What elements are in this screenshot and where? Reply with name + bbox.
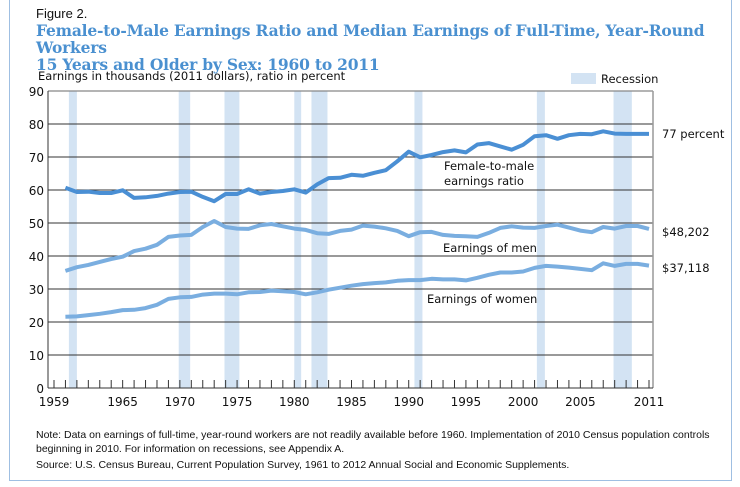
men-earnings-line: [64, 219, 650, 273]
notes: Note: Data on earnings of full-time, yea…: [36, 428, 726, 472]
recession-band: [414, 91, 423, 388]
recession-bands: [68, 91, 632, 388]
recession-band: [224, 91, 240, 388]
y-tick-label: 40: [29, 250, 44, 264]
figure-title-line2: 15 Years and Older by Sex: 1960 to 2011: [36, 55, 380, 74]
y-tick-label: 60: [29, 184, 44, 198]
legend-recession-swatch: [571, 73, 596, 84]
x-tick-label: 1970: [165, 395, 196, 409]
y-tick-label: 70: [29, 151, 44, 165]
x-tick-label: 1975: [222, 395, 253, 409]
x-tick-label: 1965: [107, 395, 138, 409]
ratio-label-line1: Female-to-male: [444, 159, 534, 173]
note-text: Note: Data on earnings of full-time, yea…: [36, 429, 710, 455]
recession-band: [613, 91, 632, 388]
gridlines: [48, 90, 653, 356]
figure-title-line1: Female-to-Male Earnings Ratio and Median…: [36, 21, 705, 57]
y-axis-title: Earnings in thousands (2011 dollars), ra…: [38, 69, 346, 83]
women-earnings-line: [65, 261, 650, 319]
figure-title: Female-to-Male Earnings Ratio and Median…: [36, 22, 740, 73]
recession-band: [68, 91, 77, 388]
y-tick-label: 20: [29, 316, 44, 330]
recession-band: [178, 91, 191, 388]
ratio-end-label: 77 percent: [662, 127, 725, 141]
x-tick-label: 2000: [508, 395, 539, 409]
x-tick-label: 2005: [565, 395, 596, 409]
x-tick-label: 1985: [336, 395, 367, 409]
axes: 0 10 20 30 40 50 60 70 80 90 1959 1965 1970 1975 1980 1…: [29, 85, 665, 409]
women-label: Earnings of women: [427, 292, 537, 306]
recession-band: [311, 91, 328, 388]
ratio-line: [64, 129, 649, 204]
source-text: Source: U.S. Census Bureau, Current Popu…: [36, 459, 570, 471]
figure-frame: [9, 0, 732, 481]
women-end-label: $37,118: [662, 261, 710, 275]
y-tick-label: 10: [29, 349, 44, 363]
recession-band: [294, 91, 302, 388]
x-tick-label: 1980: [279, 395, 310, 409]
recession-band: [536, 91, 545, 388]
figure-label: Figure 2.: [36, 6, 88, 21]
x-tick-label: 1959: [39, 395, 70, 409]
men-end-label: $48,202: [662, 225, 710, 239]
y-tick-label: 0: [36, 382, 44, 396]
x-tick-label: 1990: [393, 395, 424, 409]
y-tick-label: 90: [29, 85, 44, 99]
y-tick-label: 80: [29, 118, 44, 132]
x-tick-label: 1995: [451, 395, 482, 409]
y-tick-label: 50: [29, 217, 44, 231]
men-label: Earnings of men: [443, 241, 537, 255]
y-tick-label: 30: [29, 283, 44, 297]
ratio-label-line2: earnings ratio: [444, 174, 524, 188]
x-tick-label: 2011: [634, 395, 665, 409]
legend-recession-label: Recession: [601, 72, 658, 86]
legend: Recession: [571, 72, 658, 86]
series-lines: [64, 129, 650, 319]
